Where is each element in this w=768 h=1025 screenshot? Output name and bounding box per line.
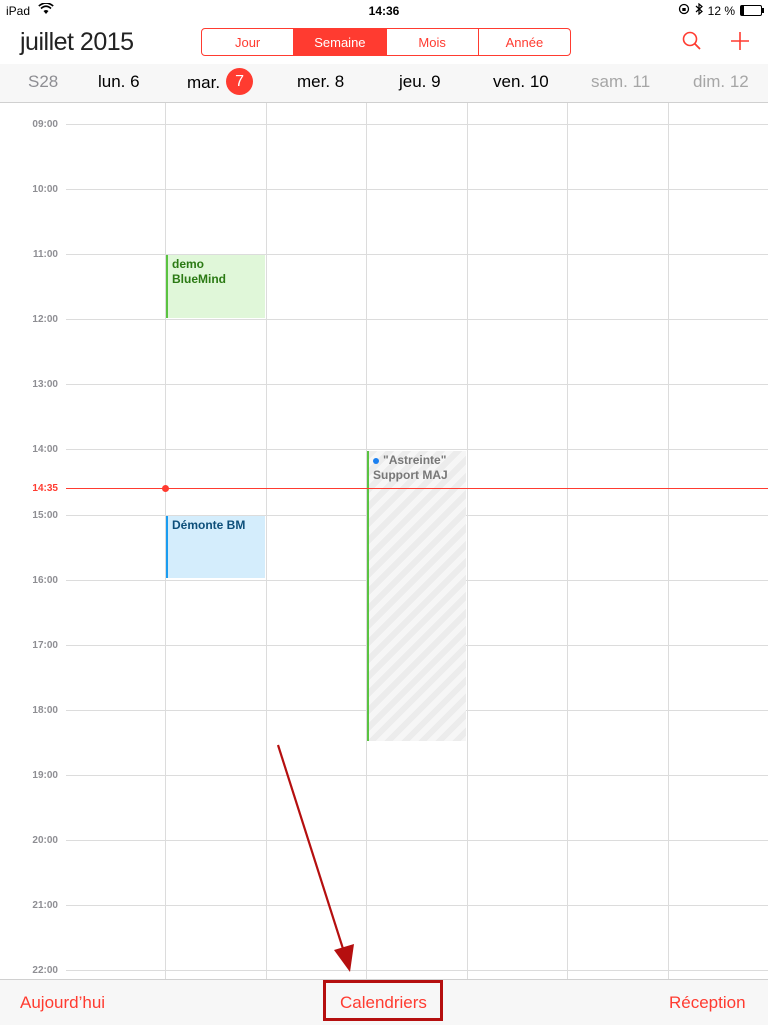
segment-year[interactable]: Année [477, 29, 570, 55]
segment-month[interactable]: Mois [385, 29, 478, 55]
add-event-icon[interactable] [727, 28, 753, 54]
bluetooth-icon [695, 2, 703, 18]
hour-label: 13:00 [32, 379, 58, 390]
hour-label: 14:00 [32, 444, 58, 455]
grid-column-line [467, 103, 468, 979]
hour-line [66, 384, 768, 385]
grid-column-line [165, 103, 166, 979]
current-time-label: 14:35 [32, 483, 58, 494]
bottom-toolbar: Aujourd’hui Calendriers Réception [0, 979, 768, 1025]
hour-label: 10:00 [32, 184, 58, 195]
event-astreinte[interactable]: "Astreinte" Support MAJ [367, 451, 466, 741]
rotation-lock-icon [678, 3, 690, 18]
hour-label: 17:00 [32, 640, 58, 651]
current-time-line [66, 488, 768, 489]
hour-line [66, 775, 768, 776]
grid-column-line [567, 103, 568, 979]
hour-line [66, 189, 768, 190]
hour-label: 11:00 [32, 249, 58, 260]
hour-label: 15:00 [32, 510, 58, 521]
view-segmented-control: Jour Semaine Mois Année [201, 28, 571, 56]
inbox-button[interactable]: Réception [669, 993, 746, 1012]
day-tuesday[interactable]: mar. 7 [187, 68, 254, 95]
day-monday[interactable]: lun. 6 [98, 72, 140, 91]
battery-icon [740, 5, 764, 16]
event-demonte-bm[interactable]: Démonte BM [166, 516, 265, 578]
hour-line [66, 905, 768, 906]
day-saturday[interactable]: sam. 11 [591, 72, 651, 91]
day-thursday[interactable]: jeu. 9 [399, 72, 441, 91]
grid-column-line [266, 103, 267, 979]
hour-label: 18:00 [32, 705, 58, 716]
hour-line [66, 970, 768, 971]
hour-line [66, 124, 768, 125]
month-title: juillet 2015 [20, 28, 134, 56]
today-badge: 7 [226, 68, 254, 95]
status-bar: iPad 14:36 12 % [0, 0, 768, 20]
current-time-dot [162, 485, 169, 492]
hour-line [66, 840, 768, 841]
day-tuesday-name: mar. [187, 72, 221, 92]
hour-line [66, 449, 768, 450]
hour-label: 09:00 [32, 119, 58, 130]
event-astreinte-title: "Astreinte" Support MAJ [373, 453, 448, 482]
hour-label: 12:00 [32, 314, 58, 325]
annotation-highlight-box [323, 980, 443, 1021]
day-friday[interactable]: ven. 10 [493, 72, 549, 91]
day-wednesday[interactable]: mer. 8 [297, 72, 345, 91]
battery-level: 12 % [707, 3, 735, 18]
status-time: 14:36 [368, 4, 400, 18]
hour-label: 16:00 [32, 575, 58, 586]
calendars-button[interactable]: Calendriers [340, 993, 427, 1012]
search-icon[interactable] [680, 30, 704, 54]
grid-column-line [366, 103, 367, 979]
hour-line [66, 254, 768, 255]
wifi-icon [38, 2, 54, 18]
device-name: iPad [6, 4, 31, 18]
today-button[interactable]: Aujourd’hui [20, 993, 106, 1012]
week-day-header: S28 lun. 6 mar. 7 mer. 8 jeu. 9 ven. 10 s… [0, 64, 768, 103]
segment-day[interactable]: Jour [234, 34, 261, 50]
event-demo-bluemind[interactable]: demo BlueMind [166, 255, 265, 318]
week-number: S28 [28, 72, 59, 91]
grid-column-line [668, 103, 669, 979]
calendar-dot-icon [373, 457, 379, 464]
hour-label: 22:00 [32, 965, 58, 976]
hour-label: 19:00 [32, 770, 58, 781]
hour-label: 21:00 [32, 900, 58, 911]
day-sunday[interactable]: dim. 12 [693, 72, 749, 91]
segment-week[interactable]: Semaine [293, 29, 386, 55]
hour-label: 20:00 [32, 835, 58, 846]
hour-line [66, 319, 768, 320]
